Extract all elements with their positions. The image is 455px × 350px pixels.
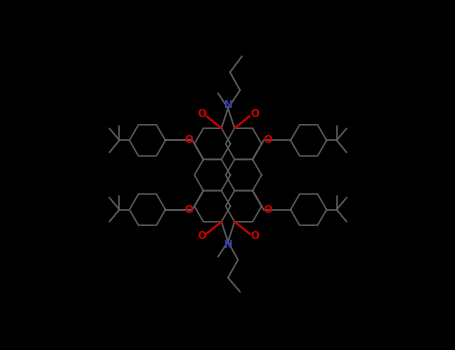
Text: O: O (197, 109, 206, 119)
Text: N: N (223, 100, 233, 110)
Text: O: O (250, 231, 259, 241)
Text: O: O (250, 109, 259, 119)
Text: O: O (184, 135, 193, 145)
Text: N: N (223, 240, 233, 250)
Text: O: O (197, 231, 206, 241)
Text: O: O (263, 135, 272, 145)
Text: O: O (263, 205, 272, 215)
Text: O: O (184, 205, 193, 215)
